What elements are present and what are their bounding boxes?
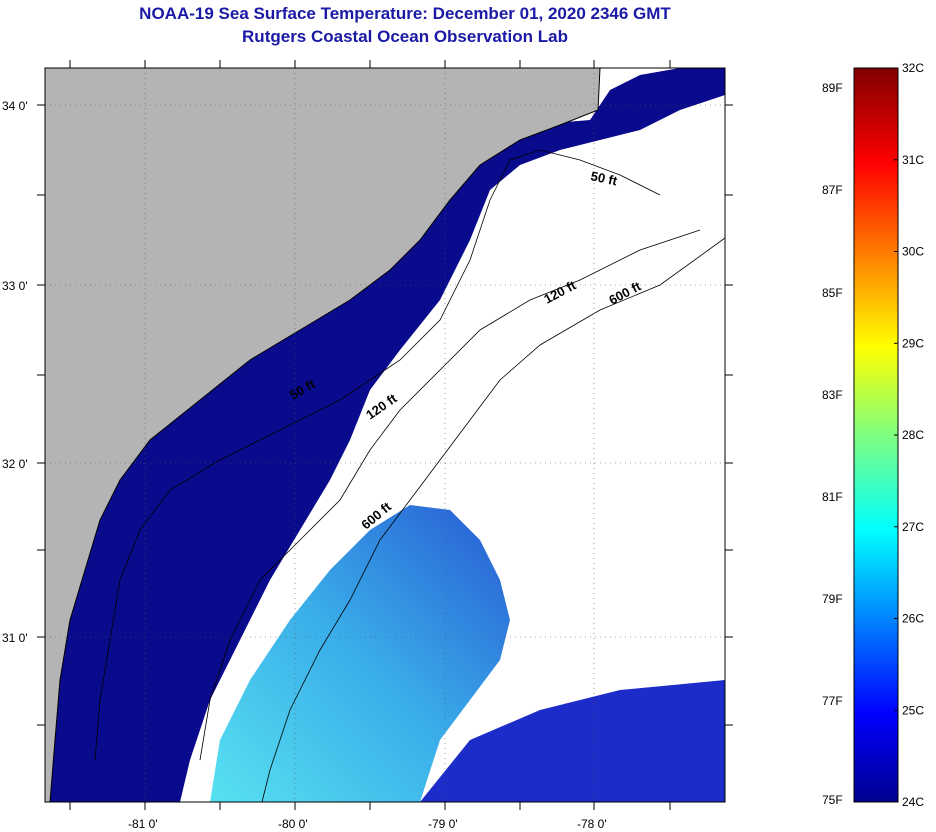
map-title: NOAA-19 Sea Surface Temperature: Decembe… [139,4,671,23]
colorbar-fahrenheit-label: 83F [822,388,843,402]
colorbar-celsius-label: 32C [902,61,924,75]
colorbar-fahrenheit-label: 87F [822,183,843,197]
colorbar-fahrenheit-label: 89F [822,81,843,95]
land-area [45,68,600,802]
colorbar-celsius-label: 24C [902,795,924,809]
colorbar-fahrenheit-label: 79F [822,592,843,606]
lon-label-79: -79 0' [428,817,458,831]
colorbar-fahrenheit-label: 75F [822,793,843,807]
colorbar-gradient [853,67,899,803]
colorbar-fahrenheit-label: 81F [822,490,843,504]
colorbar-celsius-label: 28C [902,428,924,442]
colorbar-celsius-label: 29C [902,336,924,350]
coastline [49,68,601,802]
colorbar-celsius-label: 25C [902,703,924,717]
colorbar-fahrenheit-label: 85F [822,286,843,300]
map-frame [44,67,726,803]
colorbar-celsius-label: 26C [902,612,924,626]
contour-50ft [94,149,661,761]
graticule [45,68,725,802]
colorbar-celsius-label: 27C [902,520,924,534]
axis-ticks [37,60,733,810]
contour-600ft [261,237,725,802]
offshore-water [420,680,725,802]
lon-label-80: -80 0' [278,817,308,831]
colorbar-celsius-label: 30C [902,245,924,259]
lon-label-81: -81 0' [128,817,158,831]
contour-label-50ft-north: 50 ft [589,168,619,188]
warm-water-plume [210,505,510,802]
lat-label-34: 34 0' [2,99,28,113]
colorbar-celsius-label: 31C [902,153,924,167]
cold-water-band [45,68,725,802]
contour-120ft [199,229,701,761]
lat-label-31: 31 0' [2,631,28,645]
lat-label-32: 32 0' [2,457,28,471]
lat-label-33: 33 0' [2,279,28,293]
colorbar-fahrenheit-label: 77F [822,694,843,708]
map-subtitle: Rutgers Coastal Ocean Observation Lab [242,27,568,46]
lon-label-78: -78 0' [577,817,607,831]
